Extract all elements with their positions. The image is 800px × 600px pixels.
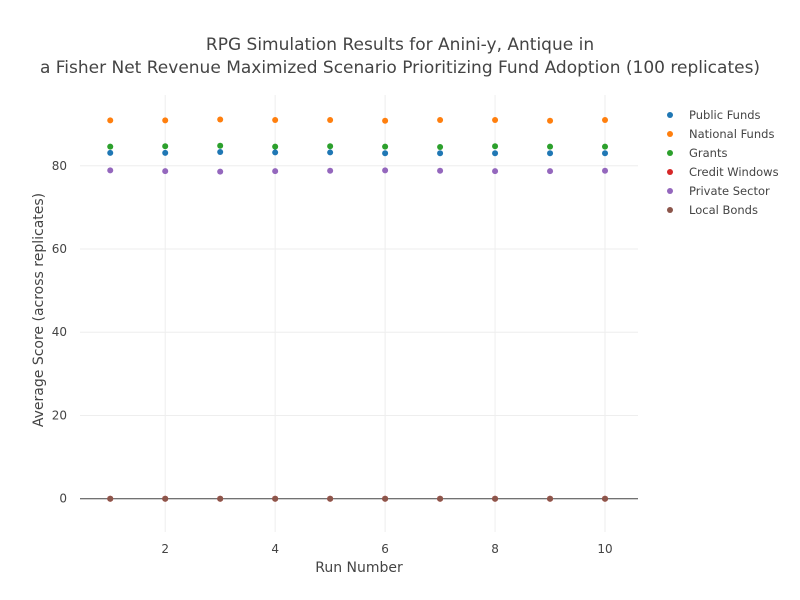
data-point: [162, 495, 169, 502]
legend-label: Public Funds: [689, 108, 761, 122]
data-point: [327, 143, 334, 150]
legend[interactable]: Public Funds National Funds Grants Credit W…: [667, 108, 779, 217]
data-point: [492, 143, 499, 150]
legend-marker: [667, 150, 673, 156]
data-point: [107, 143, 114, 150]
data-point: [547, 143, 554, 150]
legend-marker: [667, 131, 673, 137]
legend-label: National Funds: [689, 127, 774, 141]
data-point: [602, 167, 609, 174]
x-tick-label: 8: [491, 542, 499, 556]
data-point: [437, 495, 444, 502]
y-tick-label: 80: [52, 159, 67, 173]
data-point: [327, 149, 334, 156]
data-point: [327, 167, 334, 174]
x-tick-label: 6: [381, 542, 389, 556]
data-point: [272, 149, 279, 156]
data-point: [437, 167, 444, 174]
chart-title-line-1: RPG Simulation Results for Anini-y, Anti…: [206, 35, 594, 55]
data-point: [217, 149, 224, 156]
series-public-funds: [107, 149, 609, 157]
data-point: [547, 495, 554, 502]
legend-marker: [667, 112, 673, 118]
y-tick-label: 0: [59, 492, 67, 506]
data-point: [162, 143, 169, 150]
data-point: [162, 168, 169, 175]
legend-marker: [667, 188, 673, 194]
data-point: [602, 495, 609, 502]
data-point: [492, 150, 499, 157]
data-points: [107, 116, 609, 502]
data-point: [382, 495, 389, 502]
y-axis-label: Average Score (across replicates): [31, 193, 47, 427]
data-point: [547, 168, 554, 175]
data-point: [437, 116, 444, 123]
data-point: [602, 150, 609, 157]
data-point: [107, 117, 114, 124]
data-point: [492, 168, 499, 175]
data-point: [272, 495, 279, 502]
legend-marker: [667, 169, 673, 175]
legend-item[interactable]: Private Sector: [667, 184, 770, 198]
data-point: [107, 149, 114, 156]
legend-label: Grants: [689, 146, 727, 160]
data-point: [492, 116, 499, 123]
data-point: [437, 144, 444, 151]
x-tick-label: 2: [161, 542, 169, 556]
y-axis-ticks: 0 20 40 60 80: [52, 159, 67, 506]
series-grants: [107, 142, 609, 151]
data-point: [382, 150, 389, 157]
legend-item[interactable]: National Funds: [667, 127, 774, 141]
legend-label: Credit Windows: [689, 165, 779, 179]
legend-item[interactable]: Local Bonds: [667, 203, 758, 217]
data-point: [107, 495, 114, 502]
data-point: [382, 167, 389, 174]
data-point: [217, 116, 224, 123]
data-point: [547, 150, 554, 157]
data-point: [272, 168, 279, 175]
y-tick-label: 20: [52, 408, 67, 422]
data-point: [217, 495, 224, 502]
legend-item[interactable]: Public Funds: [667, 108, 761, 122]
data-point: [327, 495, 334, 502]
data-point: [162, 117, 169, 124]
x-tick-label: 10: [597, 542, 612, 556]
legend-label: Local Bonds: [689, 203, 758, 217]
x-axis-label: Run Number: [315, 560, 403, 576]
data-point: [382, 143, 389, 150]
series-national-funds: [107, 116, 609, 124]
chart-title-line-2: a Fisher Net Revenue Maximized Scenario …: [40, 58, 760, 78]
data-point: [272, 143, 279, 150]
legend-item[interactable]: Grants: [667, 146, 727, 160]
legend-item[interactable]: Credit Windows: [667, 165, 779, 179]
legend-label: Private Sector: [689, 184, 770, 198]
data-point: [602, 143, 609, 150]
x-axis-ticks: 2 4 6 8 10: [161, 542, 612, 556]
data-point: [217, 168, 224, 175]
series-local-bonds: [107, 495, 609, 502]
legend-marker: [667, 207, 673, 213]
y-tick-label: 40: [52, 325, 67, 339]
gridlines: [80, 95, 638, 532]
data-point: [217, 142, 224, 149]
data-point: [437, 150, 444, 157]
y-tick-label: 60: [52, 242, 67, 256]
data-point: [547, 117, 554, 124]
data-point: [162, 149, 169, 156]
data-point: [327, 116, 334, 123]
series-private-sector: [107, 167, 609, 175]
data-point: [602, 116, 609, 123]
data-point: [107, 167, 114, 174]
data-point: [272, 116, 279, 123]
data-point: [382, 117, 389, 124]
data-point: [492, 495, 499, 502]
x-tick-label: 4: [271, 542, 279, 556]
